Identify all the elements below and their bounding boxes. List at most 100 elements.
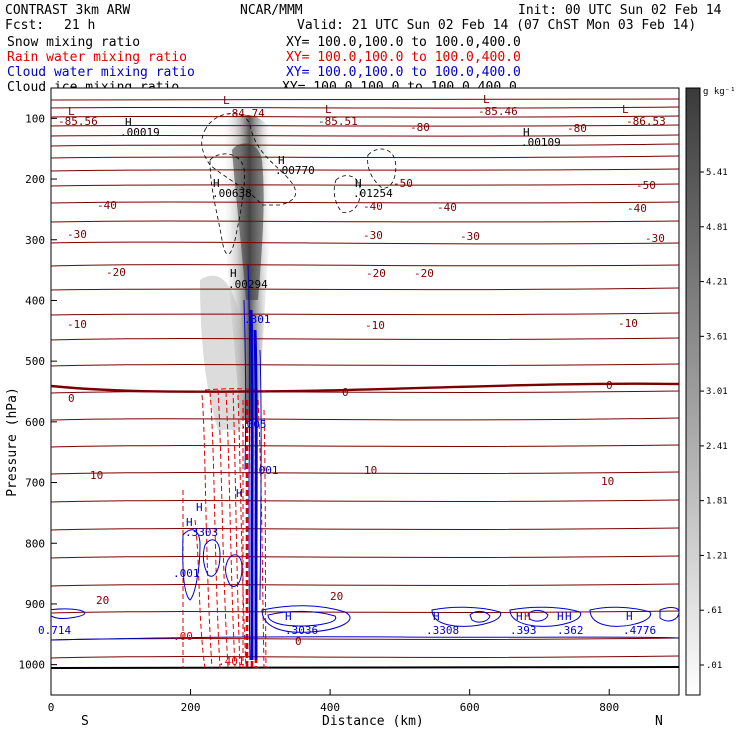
annotation-high-marker: H bbox=[125, 116, 132, 129]
colorbar-tick-label: 3.61 bbox=[706, 332, 728, 342]
annotation-high-value: .01254 bbox=[353, 187, 393, 200]
isotherm-label: -40 bbox=[627, 202, 647, 215]
isotherm-label: 10 bbox=[601, 475, 614, 488]
isotherm-label: -50 bbox=[636, 179, 656, 192]
x-tick-label: 200 bbox=[181, 701, 201, 714]
plot-content bbox=[51, 98, 679, 669]
colorbar-unit: g kg⁻¹ bbox=[703, 87, 736, 97]
y-tick-label: 200 bbox=[25, 173, 45, 186]
isotherm-label: 0 bbox=[295, 635, 302, 648]
isotherm-label: -30 bbox=[67, 228, 87, 241]
isotherm-label: 20 bbox=[96, 594, 109, 607]
colorbar-tick-label: 1.81 bbox=[706, 497, 728, 507]
header-fcst-label: Fcst: bbox=[5, 18, 44, 33]
isotherm-label: -20 bbox=[366, 267, 386, 280]
annotation-value: .401 bbox=[218, 655, 245, 668]
colorbar: g kg⁻¹ 5.41 4.81 4.21 3.61 3.01 2.41 1.81 1.21.… bbox=[685, 87, 736, 696]
isotherm-label: -10 bbox=[67, 318, 87, 331]
y-axis-title: Pressure (hPa) bbox=[5, 387, 20, 497]
annotation-high-value: .393 bbox=[510, 624, 537, 637]
colorbar-tick-label: .61 bbox=[706, 606, 722, 616]
annotation-high-marker: H bbox=[355, 177, 362, 190]
annotation-value: .001 bbox=[252, 464, 279, 477]
annotation-value: .301 bbox=[244, 313, 271, 326]
annotation-high-marker: H bbox=[565, 610, 572, 623]
axes: 0 200 400 600 800100200300400500600700800900… bbox=[19, 112, 620, 714]
annotation-high-marker: H bbox=[196, 501, 203, 514]
isotherm-label: -30 bbox=[460, 230, 480, 243]
annotation-value: .00 bbox=[173, 630, 193, 643]
annotation-high-value: .00109 bbox=[521, 136, 561, 149]
annotation-high-marker: H bbox=[516, 610, 523, 623]
header-model: CONTRAST 3km ARW bbox=[5, 3, 130, 18]
isotherm-label: -20 bbox=[414, 267, 434, 280]
annotation-low-value: -85.46 bbox=[478, 105, 518, 118]
annotation-high-marker: H bbox=[278, 154, 285, 167]
extrema-annotations: L -85.56 H .00019 L -84.74 L -85.51 L -8… bbox=[38, 93, 666, 668]
isotherm-label: 0 bbox=[68, 392, 75, 405]
colorbar-tick-label: 4.21 bbox=[706, 278, 728, 288]
annotation-high-value: .4776 bbox=[623, 624, 656, 637]
annotation-low-value: -84.74 bbox=[225, 107, 265, 120]
x-end-label-right: N bbox=[655, 714, 663, 729]
y-tick-label: 800 bbox=[25, 537, 45, 550]
annotation-high-marker: H bbox=[236, 487, 243, 500]
annotation-value: .001 bbox=[173, 567, 200, 580]
annotation-low-value: -85.51 bbox=[318, 115, 358, 128]
x-tick-label: 800 bbox=[599, 701, 619, 714]
ground-line bbox=[51, 666, 679, 669]
annotation-high-value: .362 bbox=[557, 624, 584, 637]
legend-snow-label: Snow mixing ratio bbox=[7, 35, 140, 50]
annotation-high-value: .00770 bbox=[275, 164, 315, 177]
annotation-high-value: .3308 bbox=[426, 624, 459, 637]
isotherm-lines bbox=[51, 98, 679, 659]
isotherm-label: 0 bbox=[342, 386, 349, 399]
annotation-high-marker: H bbox=[285, 610, 292, 623]
annotation-high-value: .00294 bbox=[228, 278, 268, 291]
colorbar-tick-label: 4.81 bbox=[706, 223, 728, 233]
isotherm-label: 0 bbox=[606, 379, 613, 392]
y-tick-label: 700 bbox=[25, 477, 45, 490]
isotherm-label: -80 bbox=[410, 121, 430, 134]
y-tick-label: 400 bbox=[25, 294, 45, 307]
legend-cloudwater-label: Cloud water mixing ratio bbox=[7, 65, 195, 80]
annotation-value: .005 bbox=[240, 418, 267, 431]
x-tick-label: 0 bbox=[48, 701, 55, 714]
x-axis-title: Distance (km) bbox=[322, 714, 424, 729]
cloud-water-core bbox=[243, 264, 262, 661]
annotation-low-marker: L bbox=[325, 103, 332, 116]
rain-contours bbox=[182, 388, 271, 669]
y-tick-label: 1000 bbox=[19, 659, 46, 672]
x-tick-label: 600 bbox=[460, 701, 480, 714]
legend-snow-xy: XY= 100.0,100.0 to 100.0,400.0 bbox=[286, 35, 521, 50]
isotherm-label: -20 bbox=[106, 266, 126, 279]
colorbar-tick-label: .01 bbox=[706, 661, 722, 671]
y-tick-label: 500 bbox=[25, 355, 45, 368]
isotherm-label: -10 bbox=[365, 319, 385, 332]
colorbar-tick-label: 5.41 bbox=[706, 168, 728, 178]
isotherm-label: -40 bbox=[437, 201, 457, 214]
isotherm-label: 10 bbox=[364, 464, 377, 477]
annotation-low-value: -85.56 bbox=[58, 115, 98, 128]
colorbar-tick-label: 3.01 bbox=[706, 387, 728, 397]
annotation-low-value: -86.53 bbox=[626, 115, 666, 128]
annotation-high-value: .3303 bbox=[185, 526, 218, 539]
colorbar-ramp bbox=[685, 87, 701, 696]
annotation-low-marker: L bbox=[68, 105, 75, 118]
colorbar-tick-label: 1.21 bbox=[706, 551, 728, 561]
legend-rain-label: Rain water mixing ratio bbox=[7, 50, 187, 65]
annotation-high-marker: H bbox=[626, 610, 633, 623]
isotherm-label: -40 bbox=[97, 199, 117, 212]
annotation-high-marker: H bbox=[213, 177, 220, 190]
header-init: Init: 00 UTC Sun 02 Feb 14 bbox=[518, 3, 722, 18]
annotation-low-marker: L bbox=[622, 103, 629, 116]
legend: Snow mixing ratio XY= 100.0,100.0 to 100… bbox=[7, 35, 521, 95]
header-valid: Valid: 21 UTC Sun 02 Feb 14 (07 ChST Mon… bbox=[297, 18, 696, 33]
annotation-high-marker: H bbox=[523, 126, 530, 139]
x-end-label-left: S bbox=[81, 714, 89, 729]
annotation-high-marker: H bbox=[557, 610, 564, 623]
annotation-high-marker: H bbox=[186, 516, 193, 529]
legend-cloudwater-xy: XY= 100.0,100.0 to 100.0,400.0 bbox=[286, 65, 521, 80]
header-fcst-value: 21 h bbox=[64, 18, 95, 33]
annotation-high-value: .3036 bbox=[285, 624, 318, 637]
